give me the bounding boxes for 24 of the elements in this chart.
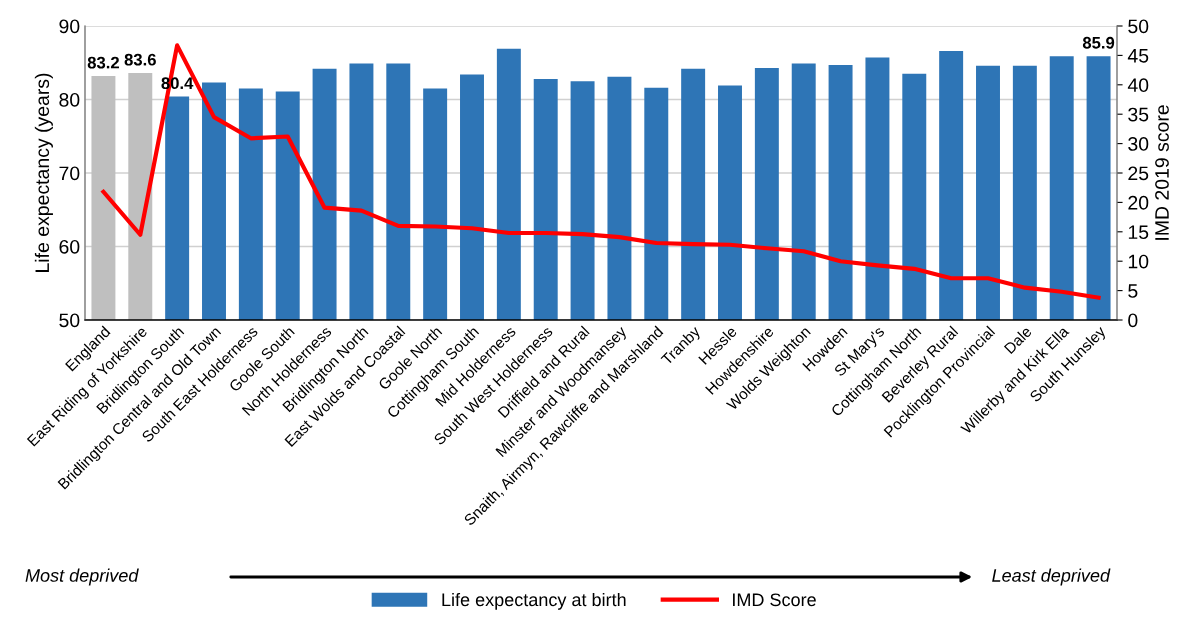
y2-tick-label: 50 bbox=[1128, 19, 1149, 34]
data-label: 85.9 bbox=[1082, 36, 1115, 49]
legend-label: IMD Score bbox=[733, 593, 816, 607]
y2-tick-label: 35 bbox=[1128, 107, 1149, 122]
y2-tick-label: 10 bbox=[1128, 254, 1149, 269]
legend-label: Life expectancy at birth bbox=[442, 592, 626, 610]
y2-tick-label: 30 bbox=[1128, 137, 1149, 151]
y2-axis-title: IMD 2019 score bbox=[1155, 105, 1169, 240]
y2-tick-label: 15 bbox=[1128, 225, 1149, 240]
data-label: 83.6 bbox=[124, 53, 156, 66]
y2-tick-label: 5 bbox=[1128, 284, 1138, 298]
data-label: 83.2 bbox=[87, 56, 119, 69]
y-tick-label: 60 bbox=[59, 239, 80, 254]
y2-tick-label: 45 bbox=[1127, 49, 1149, 63]
y2-tick-label: 25 bbox=[1128, 166, 1149, 181]
y-tick-label: 70 bbox=[59, 166, 80, 181]
text: Most deprived bbox=[25, 568, 139, 586]
y2-tick-label: 40 bbox=[1127, 78, 1149, 93]
y2-tick-label: 0 bbox=[1128, 313, 1138, 328]
text: Least deprived bbox=[992, 568, 1111, 586]
y-tick-label: 90 bbox=[59, 19, 80, 34]
y-axis-title: Life expectancy (years) bbox=[34, 73, 53, 272]
y-tick-label: 80 bbox=[59, 92, 80, 107]
y2-tick-label: 20 bbox=[1128, 195, 1149, 210]
